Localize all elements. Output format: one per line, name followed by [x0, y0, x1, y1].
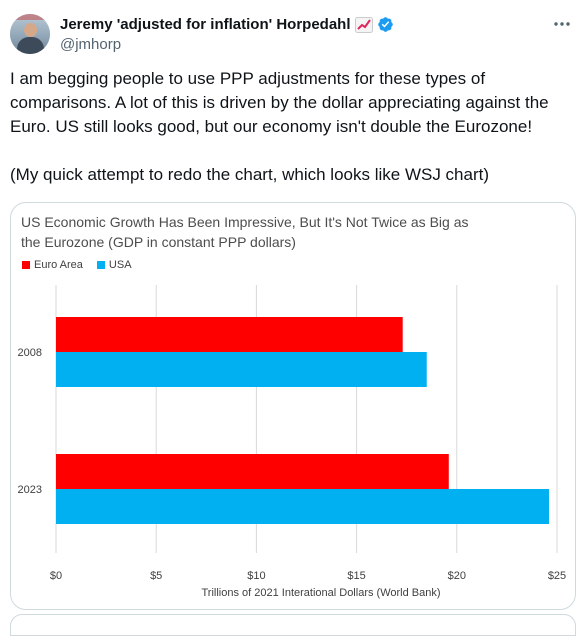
- bar-euro-area-2008: [56, 317, 403, 352]
- bar-chart: 2008 2023 $0 $5 $10 $15 $20 $25: [18, 285, 566, 582]
- author-name-row: Jeremy 'adjusted for inflation' Horpedah…: [60, 16, 394, 33]
- chart-image-card[interactable]: US Economic Growth Has Been Impressive, …: [10, 202, 576, 610]
- author-name[interactable]: Jeremy 'adjusted for inflation' Horpedah…: [60, 16, 351, 33]
- bar-usa-2023: [56, 489, 549, 524]
- x-axis-title: Trillions of 2021 Interational Dollars (…: [201, 587, 441, 599]
- legend-swatch-euro-area: [22, 261, 30, 269]
- tweet-paragraph-2: (My quick attempt to redo the chart, whi…: [10, 165, 490, 184]
- x-tick-label-10: $10: [247, 570, 265, 582]
- more-options-icon[interactable]: [552, 14, 572, 34]
- tweet-paragraph-1: I am begging people to use PPP adjustmen…: [10, 69, 549, 136]
- x-tick-label-5: $5: [150, 570, 162, 582]
- bar-usa-2008: [56, 352, 427, 387]
- chart-legend: Euro Area USA: [22, 259, 132, 271]
- tweet-text: I am begging people to use PPP adjustmen…: [10, 67, 576, 187]
- y-tick-label-2023: 2023: [18, 484, 42, 496]
- avatar[interactable]: [10, 14, 50, 54]
- legend-item-euro-area: Euro Area: [22, 259, 83, 271]
- legend-label-usa: USA: [108, 259, 132, 271]
- x-tick-label-0: $0: [50, 570, 62, 582]
- next-card-edge: [10, 614, 576, 636]
- legend-item-usa: USA: [96, 259, 132, 271]
- x-tick-label-25: $25: [548, 570, 566, 582]
- legend-label-euro-area: Euro Area: [34, 259, 83, 271]
- verified-badge-icon: [377, 17, 393, 32]
- y-tick-label-2008: 2008: [18, 347, 42, 359]
- author-handle[interactable]: @jmhorp: [60, 36, 122, 53]
- bar-euro-area-2023: [56, 454, 449, 489]
- chart-increasing-icon: [354, 16, 373, 33]
- tweet-header: Jeremy 'adjusted for inflation' Horpedah…: [10, 12, 574, 58]
- x-tick-label-15: $15: [347, 570, 365, 582]
- chart-title: US Economic Growth Has Been Impressive, …: [21, 214, 469, 250]
- x-tick-label-20: $20: [448, 570, 466, 582]
- legend-swatch-usa: [96, 261, 105, 269]
